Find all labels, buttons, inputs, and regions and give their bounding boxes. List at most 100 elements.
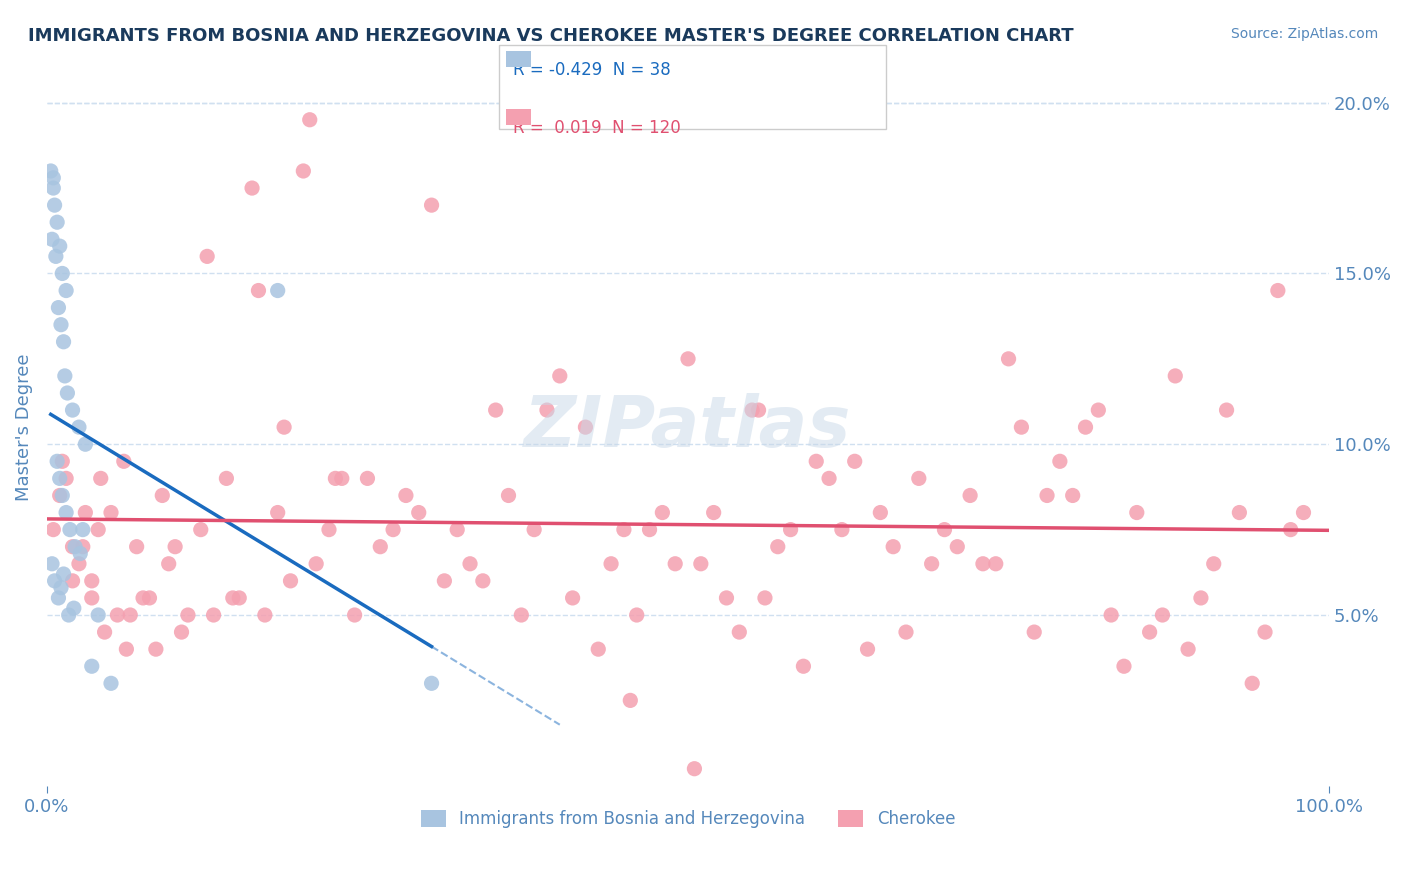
Point: [561, 591, 583, 605]
Point: [1152, 607, 1174, 622]
Point: [48, 591, 70, 605]
Point: [42, 170, 65, 185]
Point: [548, 368, 571, 383]
Point: [1241, 676, 1264, 690]
Point: [52, 567, 75, 582]
Point: [792, 659, 814, 673]
Point: [69, 547, 91, 561]
Point: [498, 488, 520, 502]
Point: [100, 676, 122, 690]
Point: [100, 506, 122, 520]
Point: [689, 557, 711, 571]
Point: [46, 215, 69, 229]
Point: [51, 267, 73, 281]
Point: [485, 403, 508, 417]
Point: [55, 506, 77, 520]
Point: [959, 488, 981, 502]
Point: [62, 403, 84, 417]
Point: [132, 591, 155, 605]
Point: [280, 574, 302, 588]
Point: [703, 506, 725, 520]
Point: [53, 368, 76, 383]
Point: [894, 625, 917, 640]
Y-axis label: Master's Degree: Master's Degree: [15, 353, 32, 501]
Point: [728, 625, 751, 640]
Point: [39, 164, 62, 178]
Point: [984, 557, 1007, 571]
Point: [446, 523, 468, 537]
Point: [683, 762, 706, 776]
Point: [574, 420, 596, 434]
Point: [55, 284, 77, 298]
Point: [215, 471, 238, 485]
Point: [343, 607, 366, 622]
Point: [1010, 420, 1032, 434]
Point: [52, 334, 75, 349]
Point: [267, 284, 290, 298]
Point: [62, 540, 84, 554]
Point: [1292, 506, 1315, 520]
Point: [368, 540, 391, 554]
Point: [806, 454, 828, 468]
Point: [72, 540, 94, 554]
Point: [510, 607, 533, 622]
Point: [1215, 403, 1237, 417]
Point: [831, 523, 853, 537]
Point: [458, 557, 481, 571]
Point: [267, 506, 290, 520]
Point: [748, 403, 770, 417]
Point: [222, 591, 245, 605]
Point: [62, 574, 84, 588]
Point: [1024, 625, 1046, 640]
Point: [72, 523, 94, 537]
Text: ZIPatlas: ZIPatlas: [524, 392, 852, 462]
Point: [48, 471, 70, 485]
Point: [298, 112, 321, 127]
Text: R =  0.019  N = 120: R = 0.019 N = 120: [513, 119, 681, 136]
Point: [818, 471, 841, 485]
Point: [716, 591, 738, 605]
Point: [856, 642, 879, 657]
Point: [45, 249, 67, 263]
Point: [195, 249, 218, 263]
Point: [1139, 625, 1161, 640]
Point: [87, 607, 110, 622]
Point: [664, 557, 686, 571]
Point: [1189, 591, 1212, 605]
Point: [330, 471, 353, 485]
Point: [202, 607, 225, 622]
Point: [51, 454, 73, 468]
Point: [273, 420, 295, 434]
Point: [305, 557, 328, 571]
Point: [170, 625, 193, 640]
Point: [869, 506, 891, 520]
Point: [651, 506, 673, 520]
Point: [41, 232, 63, 246]
Point: [240, 181, 263, 195]
Point: [1267, 284, 1289, 298]
Point: [1126, 506, 1149, 520]
Point: [420, 198, 443, 212]
Point: [157, 557, 180, 571]
Legend: Immigrants from Bosnia and Herzegovina, Cherokee: Immigrants from Bosnia and Herzegovina, …: [415, 804, 962, 835]
Point: [1202, 557, 1225, 571]
Point: [325, 471, 347, 485]
Point: [638, 523, 661, 537]
Point: [613, 523, 636, 537]
Point: [754, 591, 776, 605]
Point: [49, 318, 72, 332]
Point: [619, 693, 641, 707]
Point: [49, 581, 72, 595]
Point: [1099, 607, 1122, 622]
Point: [80, 574, 103, 588]
Point: [1049, 454, 1071, 468]
Point: [1036, 488, 1059, 502]
Point: [382, 523, 405, 537]
Point: [1062, 488, 1084, 502]
Point: [247, 284, 270, 298]
Point: [882, 540, 904, 554]
Point: [67, 557, 90, 571]
Point: [177, 607, 200, 622]
Point: [80, 591, 103, 605]
Point: [75, 506, 97, 520]
